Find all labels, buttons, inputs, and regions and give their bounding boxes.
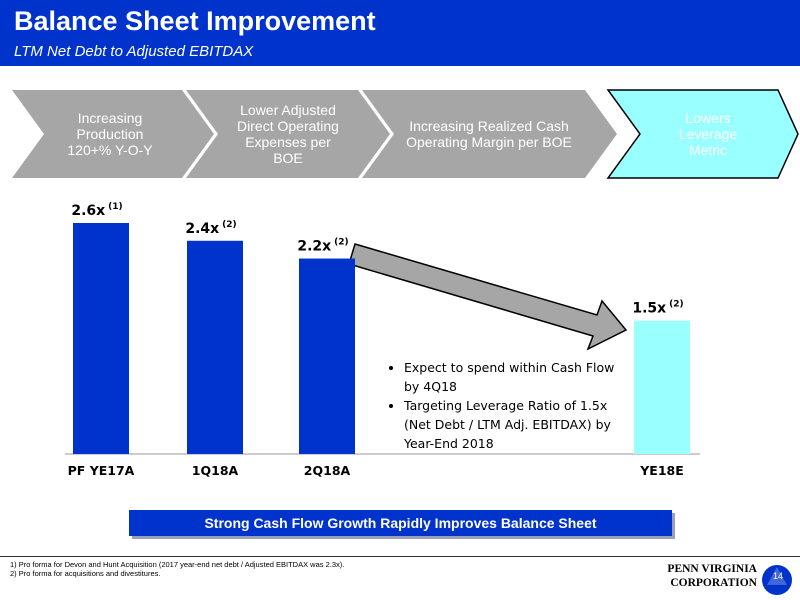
- logo-line-1: PENN VIRGINIA: [667, 563, 757, 575]
- x-tick-label: YE18E: [639, 463, 684, 478]
- footnote-1: 1) Pro forma for Devon and Hunt Acquisit…: [10, 560, 345, 569]
- chevron-2-label: Lower Adjusted Direct Operating Expenses p…: [237, 102, 339, 166]
- bullet-list: Expect to spend within Cash Flow by 4Q18…: [388, 358, 628, 453]
- footnote-ref: (2): [222, 220, 237, 230]
- footnote-ref: (1): [108, 202, 123, 212]
- summary-banner: Strong Cash Flow Growth Rapidly Improves…: [129, 510, 672, 536]
- bullet-item: Targeting Leverage Ratio of 1.5x (Net De…: [404, 396, 628, 453]
- x-tick-label: 2Q18A: [304, 463, 351, 478]
- page-number: 14: [772, 571, 783, 581]
- logo-emblem-icon: [762, 565, 792, 595]
- bar-2q18a: [299, 258, 355, 454]
- footnote-2: 2) Pro forma for acquisitions and divest…: [10, 569, 161, 578]
- bar-ye18e: [634, 320, 690, 454]
- process-chevrons: [12, 89, 799, 179]
- chevron-3-label: Increasing Realized Cash Operating Margin…: [406, 118, 572, 150]
- bar-value-label: 2.2x (2): [297, 238, 348, 255]
- bar-value-label: 1.5x (2): [632, 300, 683, 317]
- chevron-4: [606, 89, 799, 179]
- chevron-4-label: Lowers Leverage Metric: [678, 110, 738, 158]
- chevron-1-label: Increasing Production 120+% Y-O-Y: [67, 110, 153, 158]
- page-title: Balance Sheet Improvement: [14, 6, 376, 36]
- bar-1q18a: [187, 240, 243, 454]
- leverage-bar-chart: 2.6x (1) PF YE17A 2.4x (2) 1Q18A 2.2x (2) 2Q18A 1…: [65, 202, 700, 478]
- footnote-ref: (2): [334, 238, 349, 248]
- x-tick-label: 1Q18A: [192, 463, 239, 478]
- bar-pf-ye17a: [73, 223, 129, 454]
- chevron-1: [12, 90, 214, 178]
- company-logo: PENN VIRGINIA CORPORATION: [665, 563, 793, 597]
- bullet-item: Expect to spend within Cash Flow by 4Q18: [404, 358, 628, 396]
- page-subtitle: LTM Net Debt to Adjusted EBITDAX: [14, 43, 254, 60]
- bar-value-label: 2.6x (1): [71, 202, 122, 219]
- footer-divider: [0, 556, 800, 557]
- footnote-ref: (2): [669, 300, 684, 310]
- chevron-3: [362, 90, 617, 178]
- x-tick-label: PF YE17A: [68, 463, 135, 478]
- chevron-2: [186, 90, 390, 178]
- footnotes: 1) Pro forma for Devon and Hunt Acquisit…: [10, 560, 344, 578]
- header-bar: Balance Sheet Improvement LTM Net Debt t…: [0, 0, 800, 66]
- bar-value-label: 2.4x (2): [185, 220, 236, 237]
- trend-arrow: [348, 243, 628, 351]
- logo-line-2: CORPORATION: [670, 577, 757, 589]
